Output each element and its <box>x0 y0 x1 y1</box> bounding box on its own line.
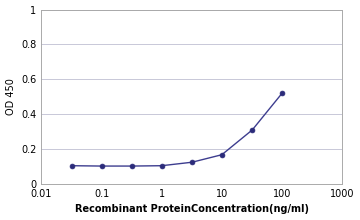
X-axis label: Recombinant ProteinConcentration(ng/ml): Recombinant ProteinConcentration(ng/ml) <box>75 204 309 214</box>
Y-axis label: OD 450: OD 450 <box>5 78 15 115</box>
